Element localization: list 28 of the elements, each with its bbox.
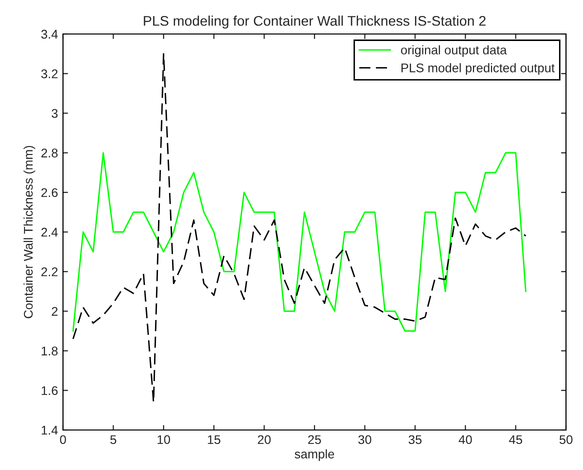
x-tick-label: 10 bbox=[158, 435, 170, 444]
x-tick-label: 45 bbox=[509, 435, 522, 444]
x-tick-label: 20 bbox=[258, 435, 271, 444]
line-series bbox=[72, 152, 526, 332]
x-tick-label: 50 bbox=[560, 435, 572, 444]
x-tick-label: 40 bbox=[458, 435, 472, 444]
legend-label: PLS model predicted output bbox=[402, 63, 555, 75]
legend-label: original output data bbox=[401, 45, 507, 57]
y-tick-label: 2.2 bbox=[41, 267, 58, 276]
chart-title: PLS modeling for Container Wall Thickness IS-Station 2 bbox=[144, 16, 486, 29]
y-tick-label: 3.2 bbox=[41, 69, 58, 78]
y-tick-label: 2.4 bbox=[41, 228, 58, 237]
x-tick-label: 15 bbox=[208, 435, 220, 444]
y-tick-label: 1.8 bbox=[42, 346, 58, 356]
y-tick-label: 3.4 bbox=[41, 30, 58, 39]
y-axis-title: Container Wall Thickness (mm) bbox=[24, 146, 36, 318]
y-tick-label: 2.8 bbox=[41, 148, 58, 158]
y-tick-label: 3 bbox=[52, 109, 58, 118]
x-axis-title: sample bbox=[294, 449, 334, 461]
x-tick-label: 0 bbox=[60, 435, 66, 444]
x-tick-label: 5 bbox=[110, 435, 116, 444]
y-tick-label: 2.6 bbox=[41, 188, 58, 198]
y-tick-label: 2 bbox=[52, 307, 58, 316]
y-tick-label: 1.4 bbox=[42, 426, 58, 435]
x-tick-label: 30 bbox=[358, 435, 372, 444]
y-tick-label: 1.6 bbox=[42, 386, 58, 396]
x-tick-label: 25 bbox=[308, 435, 321, 444]
x-tick-label: 35 bbox=[408, 435, 422, 444]
